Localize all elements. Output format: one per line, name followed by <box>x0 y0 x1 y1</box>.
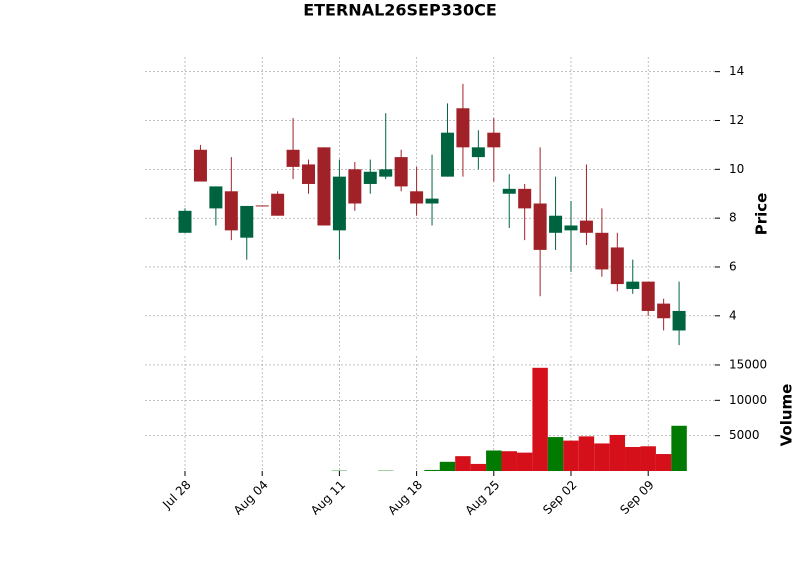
candle-body <box>626 282 639 289</box>
y-tick-label: 8 <box>729 211 737 225</box>
y-tick-label: 10 <box>729 162 744 176</box>
candle-body <box>611 247 624 284</box>
candle-body <box>673 311 686 331</box>
chart-title: ETERNAL26SEP330CE <box>303 1 497 20</box>
volume-bar <box>563 441 578 471</box>
volume-bar <box>625 447 640 471</box>
candle-body <box>518 189 531 209</box>
volume-bar <box>594 443 609 471</box>
x-tick-label: Sep 02 <box>540 478 579 517</box>
candle-body <box>426 199 439 204</box>
candle-body <box>487 133 500 148</box>
candle-body <box>503 189 516 194</box>
candle-body <box>348 169 361 203</box>
y-tick-label: 12 <box>729 113 744 127</box>
candle-body <box>565 225 578 230</box>
candle-body <box>441 133 454 177</box>
x-tick-label: Sep 09 <box>617 478 656 517</box>
volume-bar <box>502 451 517 471</box>
candle-body <box>410 191 423 203</box>
y-tick-label: 15000 <box>729 357 767 371</box>
volume-bar <box>640 446 655 471</box>
candle-body <box>642 282 655 311</box>
candle-body <box>580 221 593 233</box>
volume-bar <box>671 426 686 471</box>
candle-body <box>379 169 392 176</box>
candle-body <box>472 147 485 157</box>
candle-body <box>179 211 192 233</box>
candle-body <box>657 304 670 319</box>
volume-bar <box>471 464 486 471</box>
candle-body <box>549 216 562 233</box>
x-tick-label: Aug 11 <box>308 478 348 518</box>
y-tick-label: 4 <box>729 308 737 322</box>
y-tick-label: 14 <box>729 64 744 78</box>
y-tick-label: 5000 <box>729 428 760 442</box>
x-tick-label: Aug 18 <box>385 478 425 518</box>
candle-body <box>364 172 377 184</box>
volume-bar <box>548 437 563 471</box>
candle-body <box>194 150 207 182</box>
volume-bar <box>455 456 470 471</box>
candle-body <box>595 233 608 270</box>
volume-bar <box>532 368 547 471</box>
volume-bar <box>656 454 671 471</box>
volume-bar <box>424 470 439 471</box>
volume-bar <box>440 462 455 471</box>
x-tick-label: Jul 28 <box>159 478 193 512</box>
candle-body <box>456 108 469 147</box>
x-tick-label: Aug 25 <box>462 478 502 518</box>
x-tick-label: Aug 04 <box>231 478 271 518</box>
candle-body <box>395 157 408 186</box>
candle-body <box>287 150 300 167</box>
candle-body <box>240 206 253 238</box>
candle-body <box>317 147 330 225</box>
volume-bar <box>610 435 625 471</box>
volume-axis-label: Volume <box>778 384 796 447</box>
volume-bar <box>579 436 594 471</box>
candle-body <box>271 194 284 216</box>
volume-bar <box>517 453 532 471</box>
candle-body <box>302 164 315 184</box>
candle-body <box>209 186 222 208</box>
y-tick-label: 10000 <box>729 393 767 407</box>
price-axis-label: Price <box>753 193 771 236</box>
candle-body <box>333 177 346 231</box>
candle-body <box>256 205 269 206</box>
y-tick-label: 6 <box>729 259 737 273</box>
volume-bar <box>486 451 501 471</box>
candle-body <box>225 191 238 230</box>
candle-body <box>534 204 547 250</box>
